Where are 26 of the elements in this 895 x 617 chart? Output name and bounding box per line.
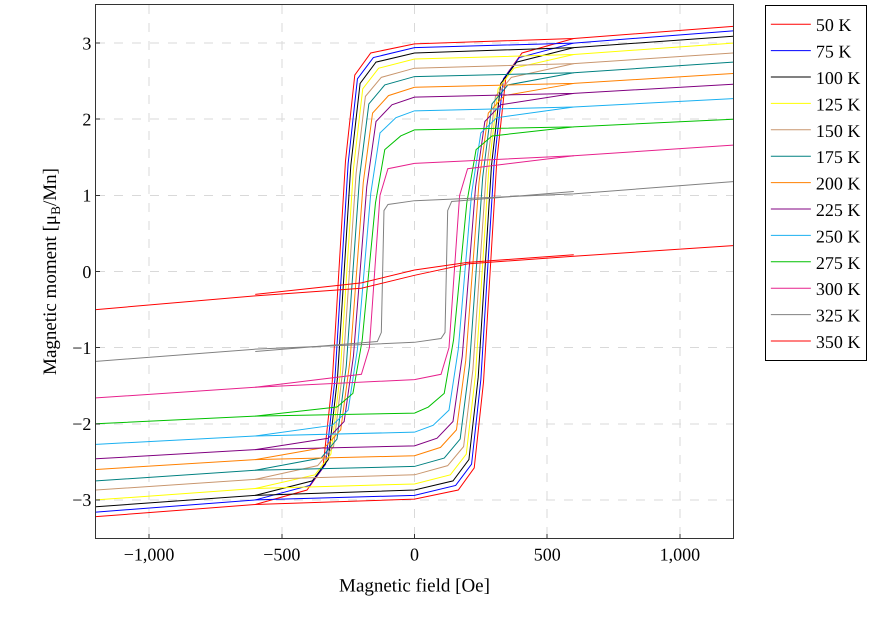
legend-label: 350 K — [816, 332, 860, 352]
legend-label: 225 K — [816, 200, 860, 220]
x-tick-label: 500 — [534, 544, 561, 565]
x-tick-label: −1,000 — [124, 544, 174, 565]
legend-label: 125 K — [816, 94, 860, 114]
legend-label: 200 K — [816, 174, 860, 194]
y-tick-label: −1 — [72, 338, 92, 358]
legend-label: 275 K — [816, 252, 860, 273]
legend-label: 75 K — [816, 42, 852, 62]
y-tick-label: 0 — [82, 262, 92, 282]
y-tick-label: 2 — [82, 110, 92, 130]
x-tick-label: −500 — [263, 544, 300, 565]
legend-label: 300 K — [816, 279, 860, 300]
y-tick-label: 1 — [82, 186, 92, 206]
x-tick-label: 1,000 — [660, 544, 700, 565]
legend-label: 50 K — [816, 15, 852, 36]
y-tick-label: −3 — [72, 490, 92, 510]
legend-label: 325 K — [816, 306, 860, 326]
y-tick-label: −2 — [72, 414, 92, 434]
legend-label: 100 K — [816, 68, 860, 88]
legend-label: 175 K — [816, 147, 860, 168]
legend-label: 250 K — [816, 226, 860, 246]
x-tick-label: 0 — [410, 544, 419, 565]
y-tick-label: 3 — [82, 33, 92, 54]
x-axis-title: Magnetic field [Oe] — [339, 575, 490, 596]
legend-label: 150 K — [816, 120, 860, 141]
